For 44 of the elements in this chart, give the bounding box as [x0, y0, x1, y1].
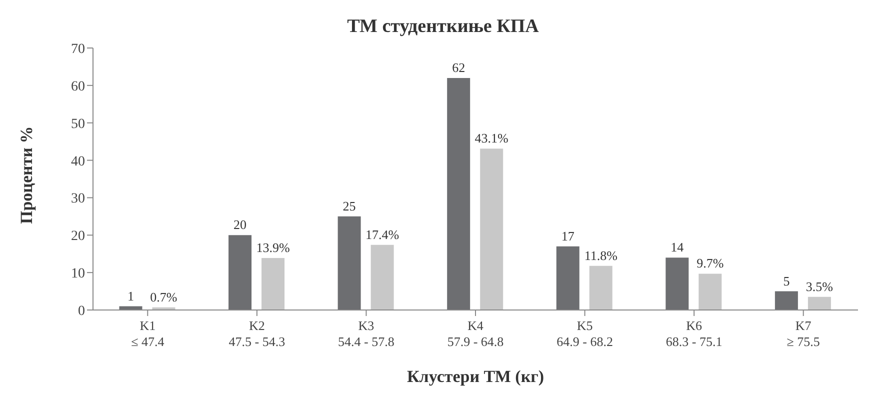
x-tick-label: K3 54.4 - 57.8 [338, 318, 394, 349]
data-label: 3.5% [806, 278, 834, 294]
y-tick-label: 50 [71, 116, 85, 132]
data-label: 5 [783, 273, 790, 288]
data-label: 17 [561, 228, 575, 244]
bar [556, 246, 580, 310]
data-label: 0.7% [150, 289, 178, 304]
bar [480, 148, 504, 310]
chart-title: ТМ студенткиње КПА [346, 15, 540, 38]
y-tick-label: 40 [71, 154, 85, 170]
data-label: 1 [127, 288, 134, 304]
bar [589, 266, 612, 310]
bar [698, 274, 722, 310]
bar [228, 235, 252, 310]
data-label: 20 [234, 217, 247, 232]
bar [808, 296, 831, 310]
x-tick-label: K4 57.9 - 64.8 [447, 318, 504, 349]
x-axis-title: Клустери ТМ (кг) [406, 367, 544, 386]
y-axis-title: Проценти % [17, 126, 36, 224]
y-tick-label: 20 [71, 229, 85, 244]
y-tick-label: 60 [71, 79, 85, 94]
y-tick-label: 0 [78, 304, 85, 319]
bar [262, 258, 285, 310]
data-label: 43.1% [474, 130, 509, 146]
x-tick-label: K7 ≥ 75.5 [786, 318, 820, 349]
data-label: 13.9% [256, 240, 290, 255]
x-tick-label: K2 47.5 - 54.3 [228, 318, 286, 349]
bar [338, 216, 361, 310]
x-tick-label: K1 ≤ 47.4 [131, 318, 165, 349]
data-label: 62 [452, 60, 466, 75]
x-tick-label: K5 64.9 - 68.2 [556, 318, 613, 349]
data-label: 25 [342, 198, 356, 214]
data-label: 11.8% [584, 248, 618, 263]
bar [666, 258, 689, 310]
data-label: 9.7% [696, 256, 724, 271]
y-tick-label: 70 [71, 42, 85, 57]
x-tick-label: K6 68.3 - 75.1 [666, 318, 722, 349]
bar [774, 291, 798, 310]
data-label: 17.4% [366, 226, 400, 242]
bar [447, 78, 470, 310]
bar [370, 244, 394, 310]
y-tick-label: 30 [71, 192, 85, 207]
data-label: 14 [670, 240, 684, 255]
y-tick-label: 10 [71, 266, 85, 282]
